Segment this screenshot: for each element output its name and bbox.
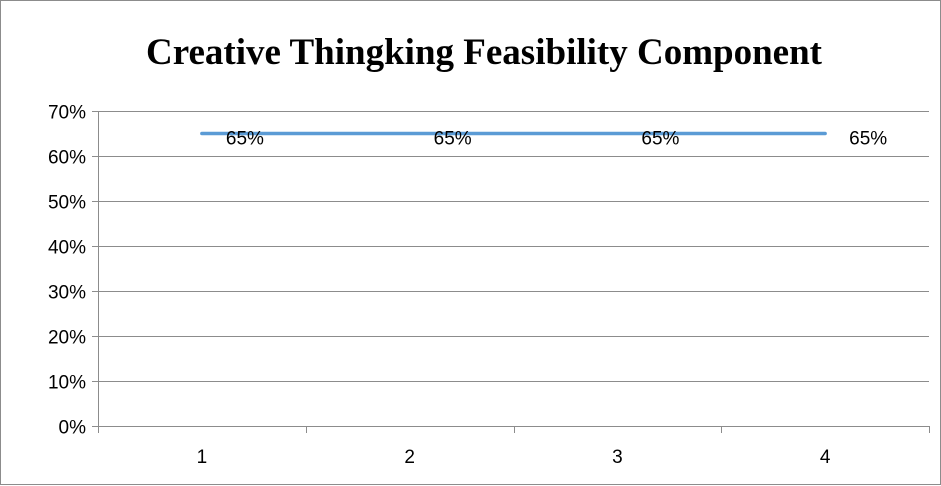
data-label: 65% [849,129,887,150]
x-tick-label: 4 [820,447,831,468]
y-tick-label: 40% [48,238,86,259]
data-label: 65% [226,129,264,150]
y-tick-label: 60% [48,148,86,169]
x-tick-label: 1 [197,447,208,468]
y-tick-label: 20% [48,328,86,349]
x-tick-label: 3 [612,447,623,468]
data-point [408,132,412,135]
y-tick-label: 30% [48,283,86,304]
y-tick-label: 50% [48,193,86,214]
data-point [200,132,204,135]
y-tick-label: 70% [48,103,86,124]
chart-title: Creative Thingking Feasibility Component [145,32,822,73]
y-tick-label: 0% [59,418,87,439]
axes [92,111,930,433]
series-layer [200,131,827,136]
data-point [615,132,619,135]
data-label: 65% [434,129,472,150]
data-label: 65% [641,129,679,150]
data-point [823,132,827,135]
labels-layer: 0% 10% 20% 30% 40% 50% 60% 70% 1 2 3 4 65% 65% 65% 65% [48,103,887,469]
x-tick-label: 2 [404,447,415,468]
gridlines [98,111,929,382]
y-tick-label: 10% [48,373,86,394]
